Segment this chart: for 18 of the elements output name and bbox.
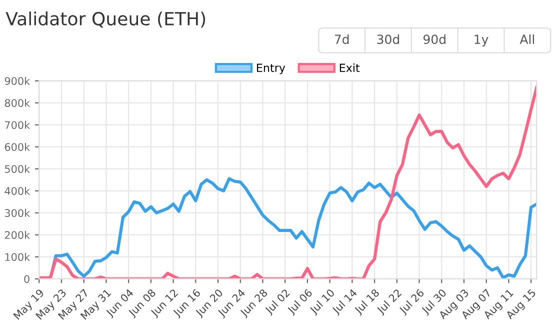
y-tick-label: 300k: [4, 208, 30, 217]
y-tick-label: 600k: [4, 142, 30, 151]
y-tick-label: 400k: [4, 186, 30, 195]
text: 90d: [423, 34, 446, 44]
y-tick-label: 200k: [4, 230, 30, 239]
text: All: [520, 34, 534, 44]
text: 30d: [377, 34, 400, 44]
y-tick-label: 500k: [4, 164, 30, 173]
y-tick-label: 700k: [5, 120, 30, 129]
legend-label: Exit: [340, 63, 360, 72]
legend-label: Entry: [257, 64, 286, 74]
text: 7d: [334, 34, 349, 44]
y-tick-label: 800k: [4, 98, 30, 107]
y-tick-label: 900k: [4, 76, 30, 85]
y-tick-label: 100k: [5, 252, 30, 261]
chart-title: Validator Queue (ETH): [6, 12, 206, 28]
y-tick-label: 0: [24, 275, 30, 283]
text: 1y: [474, 34, 488, 46]
